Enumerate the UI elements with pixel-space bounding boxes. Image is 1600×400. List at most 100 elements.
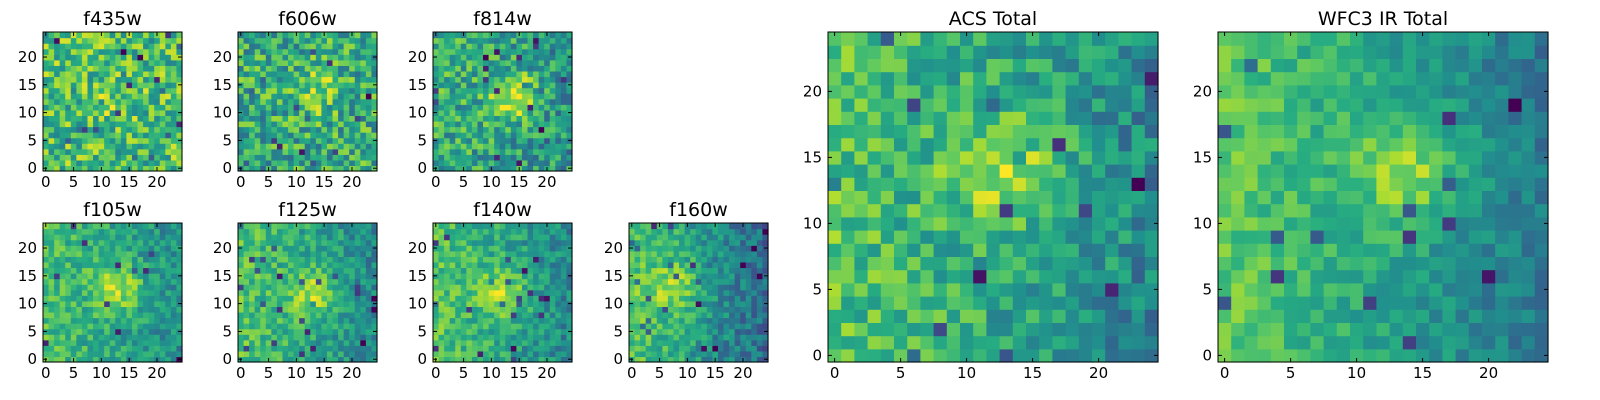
heatmap-cell xyxy=(560,239,568,246)
heatmap-cell xyxy=(176,334,183,341)
heatmap-cell xyxy=(494,148,501,155)
heatmap-cell xyxy=(488,120,495,128)
heatmap-cell xyxy=(751,311,758,319)
heatmap-cell xyxy=(271,165,278,172)
heatmap-cell xyxy=(332,261,339,269)
heatmap-cell xyxy=(271,300,278,307)
heatmap-cell xyxy=(679,278,686,285)
heatmap-cell xyxy=(516,82,523,89)
heatmap-cell xyxy=(433,59,440,66)
heatmap-cell xyxy=(154,70,161,78)
x-tick-label: 20 xyxy=(147,173,166,191)
heatmap-cell xyxy=(76,228,83,235)
heatmap-cell xyxy=(87,43,94,50)
heatmap-cell xyxy=(299,43,306,50)
x-tick-label: 10 xyxy=(678,364,697,382)
heatmap-cell xyxy=(673,267,680,274)
heatmap-cell xyxy=(455,70,462,78)
heatmap-cell xyxy=(170,109,178,116)
heatmap-cell xyxy=(43,70,50,78)
heatmap-cell xyxy=(343,115,350,122)
heatmap-cell xyxy=(104,350,111,358)
heatmap-cell xyxy=(143,104,150,111)
heatmap-cell xyxy=(734,223,741,230)
heatmap-cell xyxy=(165,284,172,291)
heatmap-cell xyxy=(1131,256,1146,271)
heatmap-cell xyxy=(717,339,725,346)
heatmap-cell xyxy=(516,154,523,161)
axes-frame xyxy=(237,31,378,172)
heatmap-cell xyxy=(271,48,278,55)
heatmap-cell xyxy=(338,143,345,150)
heatmap-cell xyxy=(533,278,540,285)
heatmap-cell xyxy=(471,334,479,341)
heatmap-cell xyxy=(521,228,529,235)
heatmap-cell xyxy=(365,165,373,172)
heatmap-cell xyxy=(238,93,245,100)
heatmap-cell xyxy=(527,234,534,241)
heatmap-cell xyxy=(271,137,278,144)
heatmap-cell xyxy=(466,223,473,230)
heatmap-cell xyxy=(549,82,556,89)
heatmap-cell xyxy=(137,350,144,358)
heatmap-cell xyxy=(690,256,697,263)
heatmap-cell xyxy=(360,273,367,280)
heatmap-cell xyxy=(1092,348,1106,363)
heatmap-cell xyxy=(249,93,256,100)
heatmap-cell xyxy=(460,126,467,133)
heatmap-cell xyxy=(444,104,451,111)
heatmap-cell xyxy=(533,317,540,324)
heatmap-cell xyxy=(544,54,551,61)
heatmap-cell xyxy=(271,223,278,230)
heatmap-cell xyxy=(165,87,172,94)
heatmap-cell xyxy=(98,126,105,133)
heatmap-cell xyxy=(131,239,139,246)
heatmap-cell xyxy=(271,154,278,161)
heatmap-cell xyxy=(354,356,361,363)
heatmap-cell xyxy=(1052,177,1067,191)
heatmap-cell xyxy=(706,328,713,335)
heatmap-cell xyxy=(243,159,250,167)
heatmap-cell xyxy=(249,350,256,358)
heatmap-cell xyxy=(505,228,512,235)
heatmap-cell xyxy=(371,306,378,313)
heatmap-cell xyxy=(81,350,89,358)
heatmap-cell xyxy=(315,234,322,241)
heatmap-cell xyxy=(148,284,155,291)
heatmap-cell xyxy=(48,239,55,246)
heatmap-cell xyxy=(1039,164,1053,178)
heatmap-cell xyxy=(288,59,295,66)
heatmap-cell xyxy=(131,48,139,55)
heatmap-cell xyxy=(1144,282,1159,297)
heatmap-cell xyxy=(527,239,534,246)
heatmap-cell xyxy=(477,284,484,291)
heatmap-cell xyxy=(59,278,66,285)
heatmap-cell xyxy=(354,59,361,66)
heatmap-cell xyxy=(65,289,72,296)
heatmap-cell xyxy=(560,306,568,313)
heatmap-cell xyxy=(249,323,256,330)
heatmap-cell xyxy=(304,311,311,319)
heatmap-cell xyxy=(560,228,568,235)
heatmap-cell xyxy=(254,317,261,324)
heatmap-cell xyxy=(131,109,139,116)
heatmap-cell xyxy=(544,300,551,307)
heatmap-cell xyxy=(455,228,462,235)
heatmap-cell xyxy=(466,132,473,139)
heatmap-cell xyxy=(505,59,512,66)
heatmap-cell xyxy=(137,245,144,252)
heatmap-cell xyxy=(477,234,484,241)
heatmap-cell xyxy=(143,300,150,307)
heatmap-cell xyxy=(265,87,272,94)
heatmap-cell xyxy=(867,190,882,205)
heatmap-cell xyxy=(349,82,356,89)
heatmap-cell xyxy=(137,76,144,83)
heatmap-cell xyxy=(365,356,373,363)
heatmap-cell xyxy=(148,323,155,330)
heatmap-cell xyxy=(271,70,278,78)
heatmap-cell xyxy=(81,48,89,55)
heatmap-cell xyxy=(338,239,345,246)
heatmap-cell xyxy=(455,98,462,105)
heatmap-cell xyxy=(98,323,105,330)
